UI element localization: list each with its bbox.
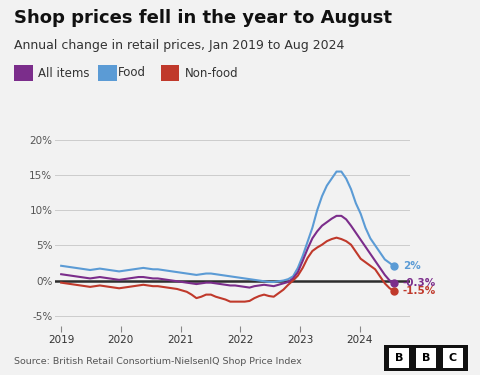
Text: Non-food: Non-food: [185, 67, 239, 80]
Text: 2%: 2%: [403, 261, 420, 272]
Text: Source: British Retail Consortium-NielsenIQ Shop Price Index: Source: British Retail Consortium-Nielse…: [14, 357, 302, 366]
Text: C: C: [449, 353, 457, 363]
FancyBboxPatch shape: [416, 348, 436, 368]
FancyBboxPatch shape: [443, 348, 463, 368]
Text: -0.3%: -0.3%: [403, 278, 436, 288]
Text: Annual change in retail prices, Jan 2019 to Aug 2024: Annual change in retail prices, Jan 2019…: [14, 39, 345, 53]
Text: B: B: [395, 353, 403, 363]
Text: Shop prices fell in the year to August: Shop prices fell in the year to August: [14, 9, 392, 27]
Text: Food: Food: [118, 66, 145, 79]
Text: B: B: [422, 353, 430, 363]
Text: All items: All items: [38, 67, 90, 80]
FancyBboxPatch shape: [389, 348, 409, 368]
Text: -1.5%: -1.5%: [403, 286, 436, 296]
